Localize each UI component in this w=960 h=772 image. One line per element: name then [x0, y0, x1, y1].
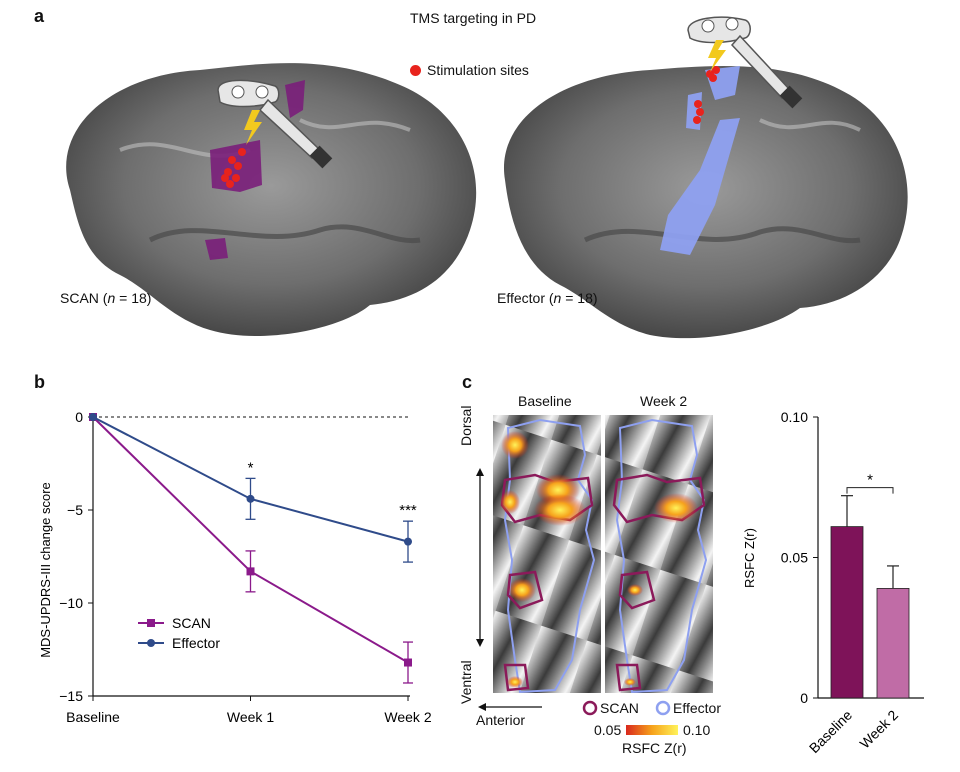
bar-y-tick-label: 0: [800, 690, 808, 706]
y-axis-label: MDS-UPDRS-III change score: [38, 482, 53, 658]
panel-b-letter: b: [34, 372, 45, 392]
x-tick-label: Week 1: [227, 709, 274, 725]
baseline-map: [493, 415, 601, 694]
bar-category-label: Week 2: [856, 707, 901, 752]
data-point: [404, 658, 412, 667]
map-title-week2: Week 2: [640, 393, 688, 409]
heat-blob: [500, 490, 520, 514]
scan-outline: [503, 663, 530, 692]
y-tick-label: −15: [59, 688, 83, 704]
anterior-label: Anterior: [476, 712, 526, 728]
left-brain-sulcus: [299, 118, 411, 132]
scan-legend-icon: [582, 700, 598, 716]
scan-region: [205, 238, 228, 260]
heat-blob: [501, 431, 529, 459]
scan-outline-legend-label: SCAN: [600, 700, 639, 716]
bar: [876, 588, 910, 699]
scan-outline: [618, 570, 656, 610]
stimulation-sites: [221, 148, 246, 188]
right-brain: [503, 16, 908, 339]
legend-scan: SCAN: [172, 615, 211, 631]
left-brain-surface: [66, 63, 477, 336]
panel-a-title: TMS targeting in PD: [410, 10, 537, 26]
data-point: [246, 567, 255, 576]
arrow-down-icon: [476, 639, 484, 647]
stimulation-legend-label: Stimulation sites: [427, 62, 529, 78]
bar: [830, 526, 864, 699]
bar-significance-marker: *: [867, 472, 873, 489]
connectivity-maps: [476, 415, 713, 735]
effector-outline: [615, 418, 708, 694]
stimulation-dot-icon: [410, 64, 421, 76]
series-line-0: [92, 416, 409, 664]
bar-chart: RSFC Z(r) 0 0.05 0.10 Baseline Week 2 *: [742, 409, 924, 756]
data-point: [404, 537, 412, 546]
heat-blob: [624, 678, 636, 686]
effector-legend-icon: [655, 700, 671, 716]
heat-blob: [507, 676, 523, 688]
bar-y-tick-label: 0.05: [781, 550, 808, 566]
significance-marker: ***: [399, 502, 417, 519]
left-brain: [66, 63, 477, 336]
brain-images: [66, 16, 908, 339]
x-tick-label: Week 2: [384, 709, 431, 725]
y-tick-label: −10: [59, 595, 83, 611]
colorbar-max: 0.10: [683, 722, 711, 738]
ventral-label: Ventral: [458, 660, 474, 704]
colorbar: [626, 725, 678, 735]
effector-brain-label: Effector (n = 18): [497, 290, 598, 306]
lightning-icon: [244, 110, 262, 145]
panel-c-letter: c: [462, 372, 473, 392]
dorsal-label: Dorsal: [458, 405, 474, 446]
right-brain-sulcus: [759, 118, 861, 132]
line-legend: SCAN Effector: [138, 615, 220, 651]
line-chart: MDS-UPDRS-III change score 0 −5 −10 −15 Base…: [38, 409, 432, 725]
week2-map: [605, 415, 713, 694]
data-point: [246, 494, 255, 503]
arrow-left-icon: [478, 703, 486, 711]
colorbar-label: RSFC Z(r): [622, 740, 687, 756]
scan-region: [285, 80, 305, 118]
scan-outline: [615, 663, 642, 692]
right-brain-sulcus: [583, 226, 861, 244]
map-title-baseline: Baseline: [518, 393, 572, 409]
significance-bracket: [846, 487, 894, 494]
legend-effector: Effector: [172, 635, 220, 651]
bar-y-axis-label: RSFC Z(r): [742, 528, 757, 588]
heat-blob: [534, 494, 586, 526]
y-tick-label: −5: [67, 502, 83, 518]
tms-coil-icon: [687, 16, 803, 109]
left-brain-sulcus: [148, 224, 421, 244]
effector-outline-legend-label: Effector: [673, 700, 721, 716]
scan-brain-label: SCAN (n = 18): [60, 290, 152, 306]
effector-region: [660, 118, 740, 255]
lightning-icon: [708, 40, 726, 72]
y-tick-label: 0: [75, 409, 83, 425]
colorbar-min: 0.05: [594, 722, 622, 738]
heat-blob: [654, 493, 698, 523]
significance-marker: *: [248, 459, 254, 476]
heat-blob: [508, 578, 536, 602]
x-tick-label: Baseline: [66, 709, 120, 725]
tms-coil-icon: [217, 79, 333, 169]
effector-outline: [503, 418, 596, 694]
stimulation-legend: Stimulation sites: [410, 62, 529, 78]
arrow-up-icon: [476, 468, 484, 476]
heat-blob: [627, 584, 643, 596]
bar-y-tick-label: 0.10: [781, 409, 808, 425]
bar-category-label: Baseline: [806, 707, 855, 756]
stimulation-sites: [693, 66, 720, 124]
data-point: [89, 413, 97, 421]
panel-a-letter: a: [34, 6, 45, 26]
